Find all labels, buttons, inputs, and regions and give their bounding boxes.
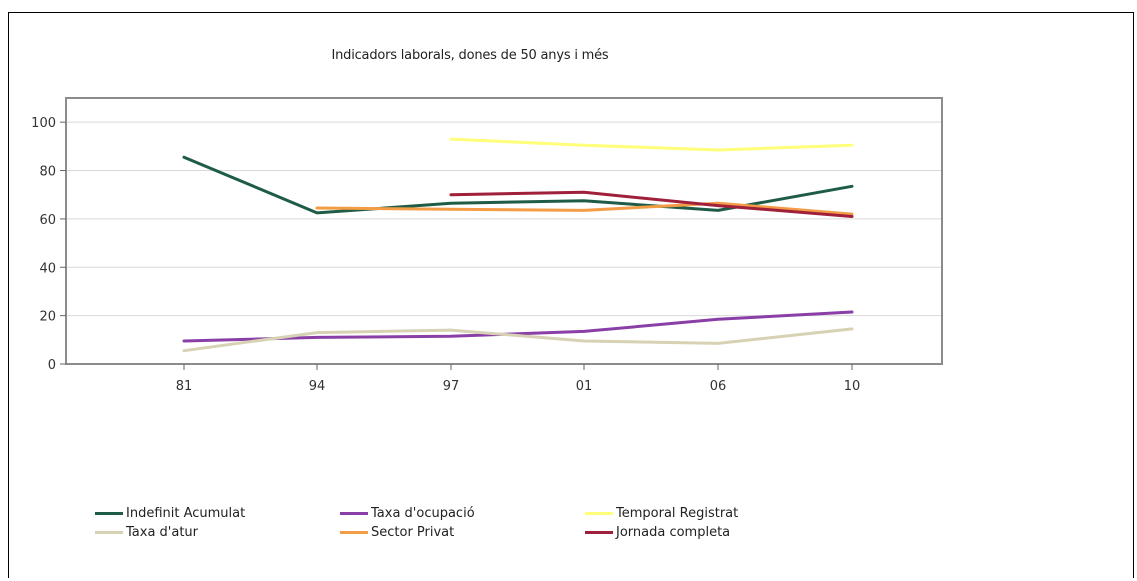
legend-item: Taxa d'ocupació [340,504,475,522]
legend-label: Indefinit Acumulat [126,505,246,521]
y-tick-label: 100 [31,116,56,131]
legend-label: Sector Privat [371,524,455,540]
legend-label: Jornada completa [616,524,731,540]
legend-item: Jornada completa [585,523,730,541]
legend-swatch [340,530,368,534]
legend-item: Taxa d'atur [95,523,198,541]
x-tick-label: 06 [710,379,727,394]
legend-item: Temporal Registrat [585,504,738,522]
y-tick-label: 20 [39,310,56,325]
legend-swatch [585,511,613,515]
series-line-jornada-completa [449,190,854,218]
legend-label: Taxa d'ocupació [371,505,475,521]
series-line-taxa-d-atur [182,327,854,353]
legend-swatch [340,511,368,515]
axes: 0 20 40 60 80 100 81 94 97 01 06 10 [31,97,943,394]
x-tick-label: 94 [309,379,326,394]
y-tick-label: 60 [39,213,56,228]
chart-frame [8,12,1134,578]
y-tick-label: 40 [39,261,56,276]
x-tick-label: 10 [844,379,861,394]
legend: Indefinit Acumulat Taxa d'ocupació Tempora… [95,504,875,552]
legend-label: Taxa d'atur [126,524,199,540]
legend-item: Sector Privat [340,523,454,541]
series-line-taxa-d-ocupaci- [182,310,854,343]
series-line-sector-privat [315,201,854,216]
legend-swatch [95,530,123,534]
legend-label: Temporal Registrat [616,505,739,521]
x-tick-label: 97 [443,379,460,394]
x-tick-label: 01 [576,379,593,394]
y-tick-label: 0 [48,358,56,373]
chart-title: Indicadors laborals, dones de 50 anys i … [331,48,609,63]
x-tick-label: 81 [176,379,193,394]
legend-swatch [585,530,613,534]
y-tick-label: 80 [39,165,56,180]
plot-border [65,97,943,365]
legend-swatch [95,511,123,515]
series-lines [182,137,854,353]
gridlines [66,121,942,317]
legend-item: Indefinit Acumulat [95,504,245,522]
series-line-temporal-registrat [449,137,854,152]
